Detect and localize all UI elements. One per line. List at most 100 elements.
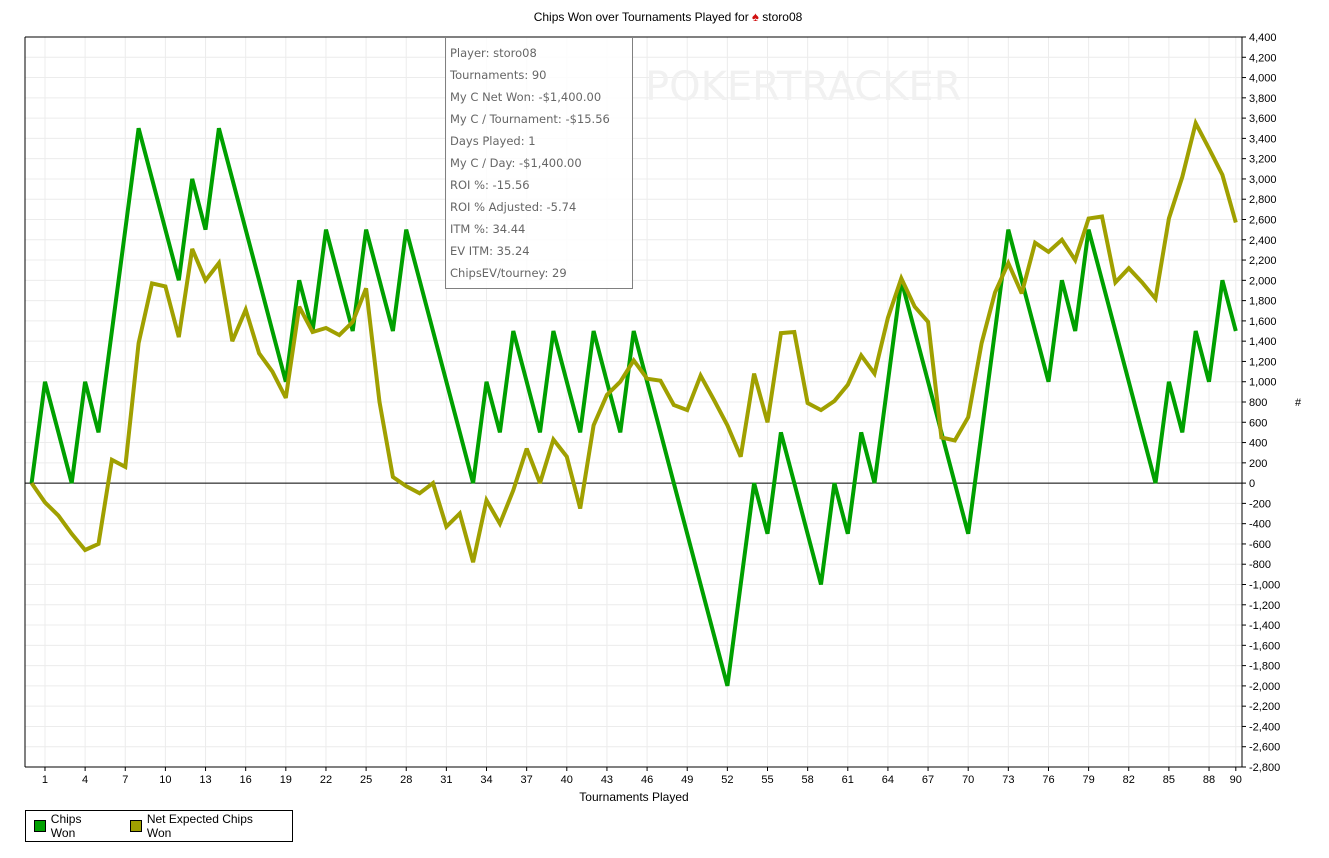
y-tick-label: 2,600 (1249, 215, 1277, 227)
watermark-text: POKERTRACKER (645, 64, 962, 110)
x-tick-label: 13 (199, 774, 211, 786)
x-tick-label: 58 (802, 774, 814, 786)
y-tick-label: 3,600 (1249, 113, 1277, 125)
chart-title: Chips Won over Tournaments Played for ♠ … (0, 9, 1329, 24)
y-tick-label: 4,000 (1249, 73, 1277, 85)
x-tick-label: 61 (842, 774, 854, 786)
pokertracker-watermark: POKERTRACKER (645, 64, 961, 110)
y-tick-label: 600 (1249, 417, 1267, 429)
y-tick-label: 4,200 (1249, 52, 1277, 64)
y-tick-label: 2,800 (1249, 194, 1277, 206)
x-tick-label: 79 (1082, 774, 1094, 786)
x-tick-label: 88 (1203, 774, 1215, 786)
y-tick-label: -400 (1249, 519, 1271, 531)
x-tick-label: 90 (1230, 774, 1242, 786)
tooltip-per-tournament: My C / Tournament: -$15.56 (450, 112, 610, 126)
y-tick-label: 2,000 (1249, 275, 1277, 287)
y-tick-label: 3,800 (1249, 93, 1277, 105)
x-tick-label: 85 (1163, 774, 1175, 786)
x-tick-label: 22 (320, 774, 332, 786)
y-tick-label: 3,200 (1249, 154, 1277, 166)
x-tick-label: 31 (440, 774, 452, 786)
y-tick-label: 3,400 (1249, 133, 1277, 145)
tooltip-roi: ROI %: -15.56 (450, 178, 530, 192)
x-tick-label: 67 (922, 774, 934, 786)
y-tick-label: -1,600 (1249, 640, 1280, 652)
title-player: storo08 (762, 10, 803, 24)
y-tick-label: 2,200 (1249, 255, 1277, 267)
title-prefix: Chips Won over Tournaments Played for (533, 10, 749, 24)
y-tick-label: 1,600 (1249, 316, 1277, 328)
y-tick-label: 1,400 (1249, 336, 1277, 348)
legend-label: Chips Won (50, 812, 82, 840)
tooltip-per-day: My C / Day: -$1,400.00 (450, 156, 582, 170)
x-tick-label: 4 (82, 774, 88, 786)
y-tick-label: -2,600 (1249, 742, 1280, 754)
x-tick-label: 25 (360, 774, 372, 786)
x-tick-label: 49 (681, 774, 693, 786)
y-tick-label: 1,200 (1249, 356, 1277, 368)
tooltip-roi-adjusted: ROI % Adjusted: -5.74 (450, 200, 577, 214)
x-tick-label: 76 (1042, 774, 1054, 786)
y-axis: -2,800 -2,600 -2,400 -2,200 -2,000 -1,800 -1,6… (1241, 32, 1302, 774)
tooltip-ev-itm: EV ITM: 35.24 (450, 244, 530, 258)
x-tick-label: 70 (962, 774, 974, 786)
y-tick-label: 2,400 (1249, 235, 1277, 247)
legend-swatch-chips-won (34, 820, 46, 832)
y-tick-label: -200 (1249, 498, 1271, 510)
x-tick-label: 52 (721, 774, 733, 786)
y-tick-label: -2,000 (1249, 681, 1280, 693)
y-tick-label: 3,000 (1249, 174, 1277, 186)
y-tick-label: -1,200 (1249, 600, 1280, 612)
legend-item-chips-won[interactable]: Chips Won (34, 812, 108, 840)
x-tick-label: 82 (1123, 774, 1135, 786)
y-tick-label: 1,800 (1249, 296, 1277, 308)
x-tick-label: 37 (521, 774, 533, 786)
x-tick-label: 46 (641, 774, 653, 786)
tooltip-itm: ITM %: 34.44 (450, 222, 526, 236)
x-tick-label: 7 (122, 774, 128, 786)
tooltip-net-won: My C Net Won: -$1,400.00 (450, 90, 602, 104)
pokerstars-spade-icon: ♠ (752, 9, 759, 24)
tooltip-player: Player: storo08 (450, 46, 537, 60)
x-tick-label: 55 (761, 774, 773, 786)
x-tick-label: 10 (159, 774, 171, 786)
x-tick-label: 1 (42, 774, 48, 786)
y-tick-label: -600 (1249, 539, 1271, 551)
x-tick-label: 73 (1002, 774, 1014, 786)
grid (25, 36, 1242, 768)
x-tick-label: 40 (561, 774, 573, 786)
y-tick-label: -2,800 (1249, 762, 1280, 774)
legend-label: Net Expected Chips Won (146, 812, 253, 840)
tooltip-days-played: Days Played: 1 (450, 134, 536, 148)
y-tick-label: 200 (1249, 458, 1267, 470)
y-tick-label: 4,400 (1249, 32, 1277, 44)
chips-won-line (29, 127, 1238, 687)
y-tick-label: -1,400 (1249, 620, 1280, 632)
stats-tooltip: Player: storo08 Tournaments: 90 My C Net… (445, 37, 633, 289)
x-axis-label: Tournaments Played (579, 790, 689, 804)
x-axis: 1 4 7 10 13 16 19 22 25 28 31 34 37 40 43 46 49 52 55 58 61 6… (24, 36, 1242, 786)
x-tick-label: 16 (240, 774, 252, 786)
y-tick-label: -2,400 (1249, 721, 1280, 733)
legend: Chips Won Net Expected Chips Won (25, 810, 293, 842)
y-tick-label: 800 (1249, 397, 1267, 409)
tooltip-tournaments: Tournaments: 90 (450, 68, 547, 82)
y-tick-label: -2,200 (1249, 701, 1280, 713)
y-tick-label: 400 (1249, 438, 1267, 450)
x-tick-label: 64 (882, 774, 894, 786)
y-tick-label: 0 (1249, 478, 1255, 490)
x-tick-label: 28 (400, 774, 412, 786)
x-tick-label: 43 (601, 774, 613, 786)
series-lines (29, 117, 1238, 687)
y-tick-label: -1,800 (1249, 661, 1280, 673)
legend-item-net-expected[interactable]: Net Expected Chips Won (130, 812, 278, 840)
tooltip-chipsev: ChipsEV/tourney: 29 (450, 266, 567, 280)
y-tick-label: -1,000 (1249, 580, 1280, 592)
y-axis-label: # (1295, 397, 1302, 409)
y-tick-label: 1,000 (1249, 377, 1277, 389)
x-tick-label: 19 (280, 774, 292, 786)
legend-swatch-net-expected (130, 820, 142, 832)
y-tick-label: -800 (1249, 559, 1271, 571)
